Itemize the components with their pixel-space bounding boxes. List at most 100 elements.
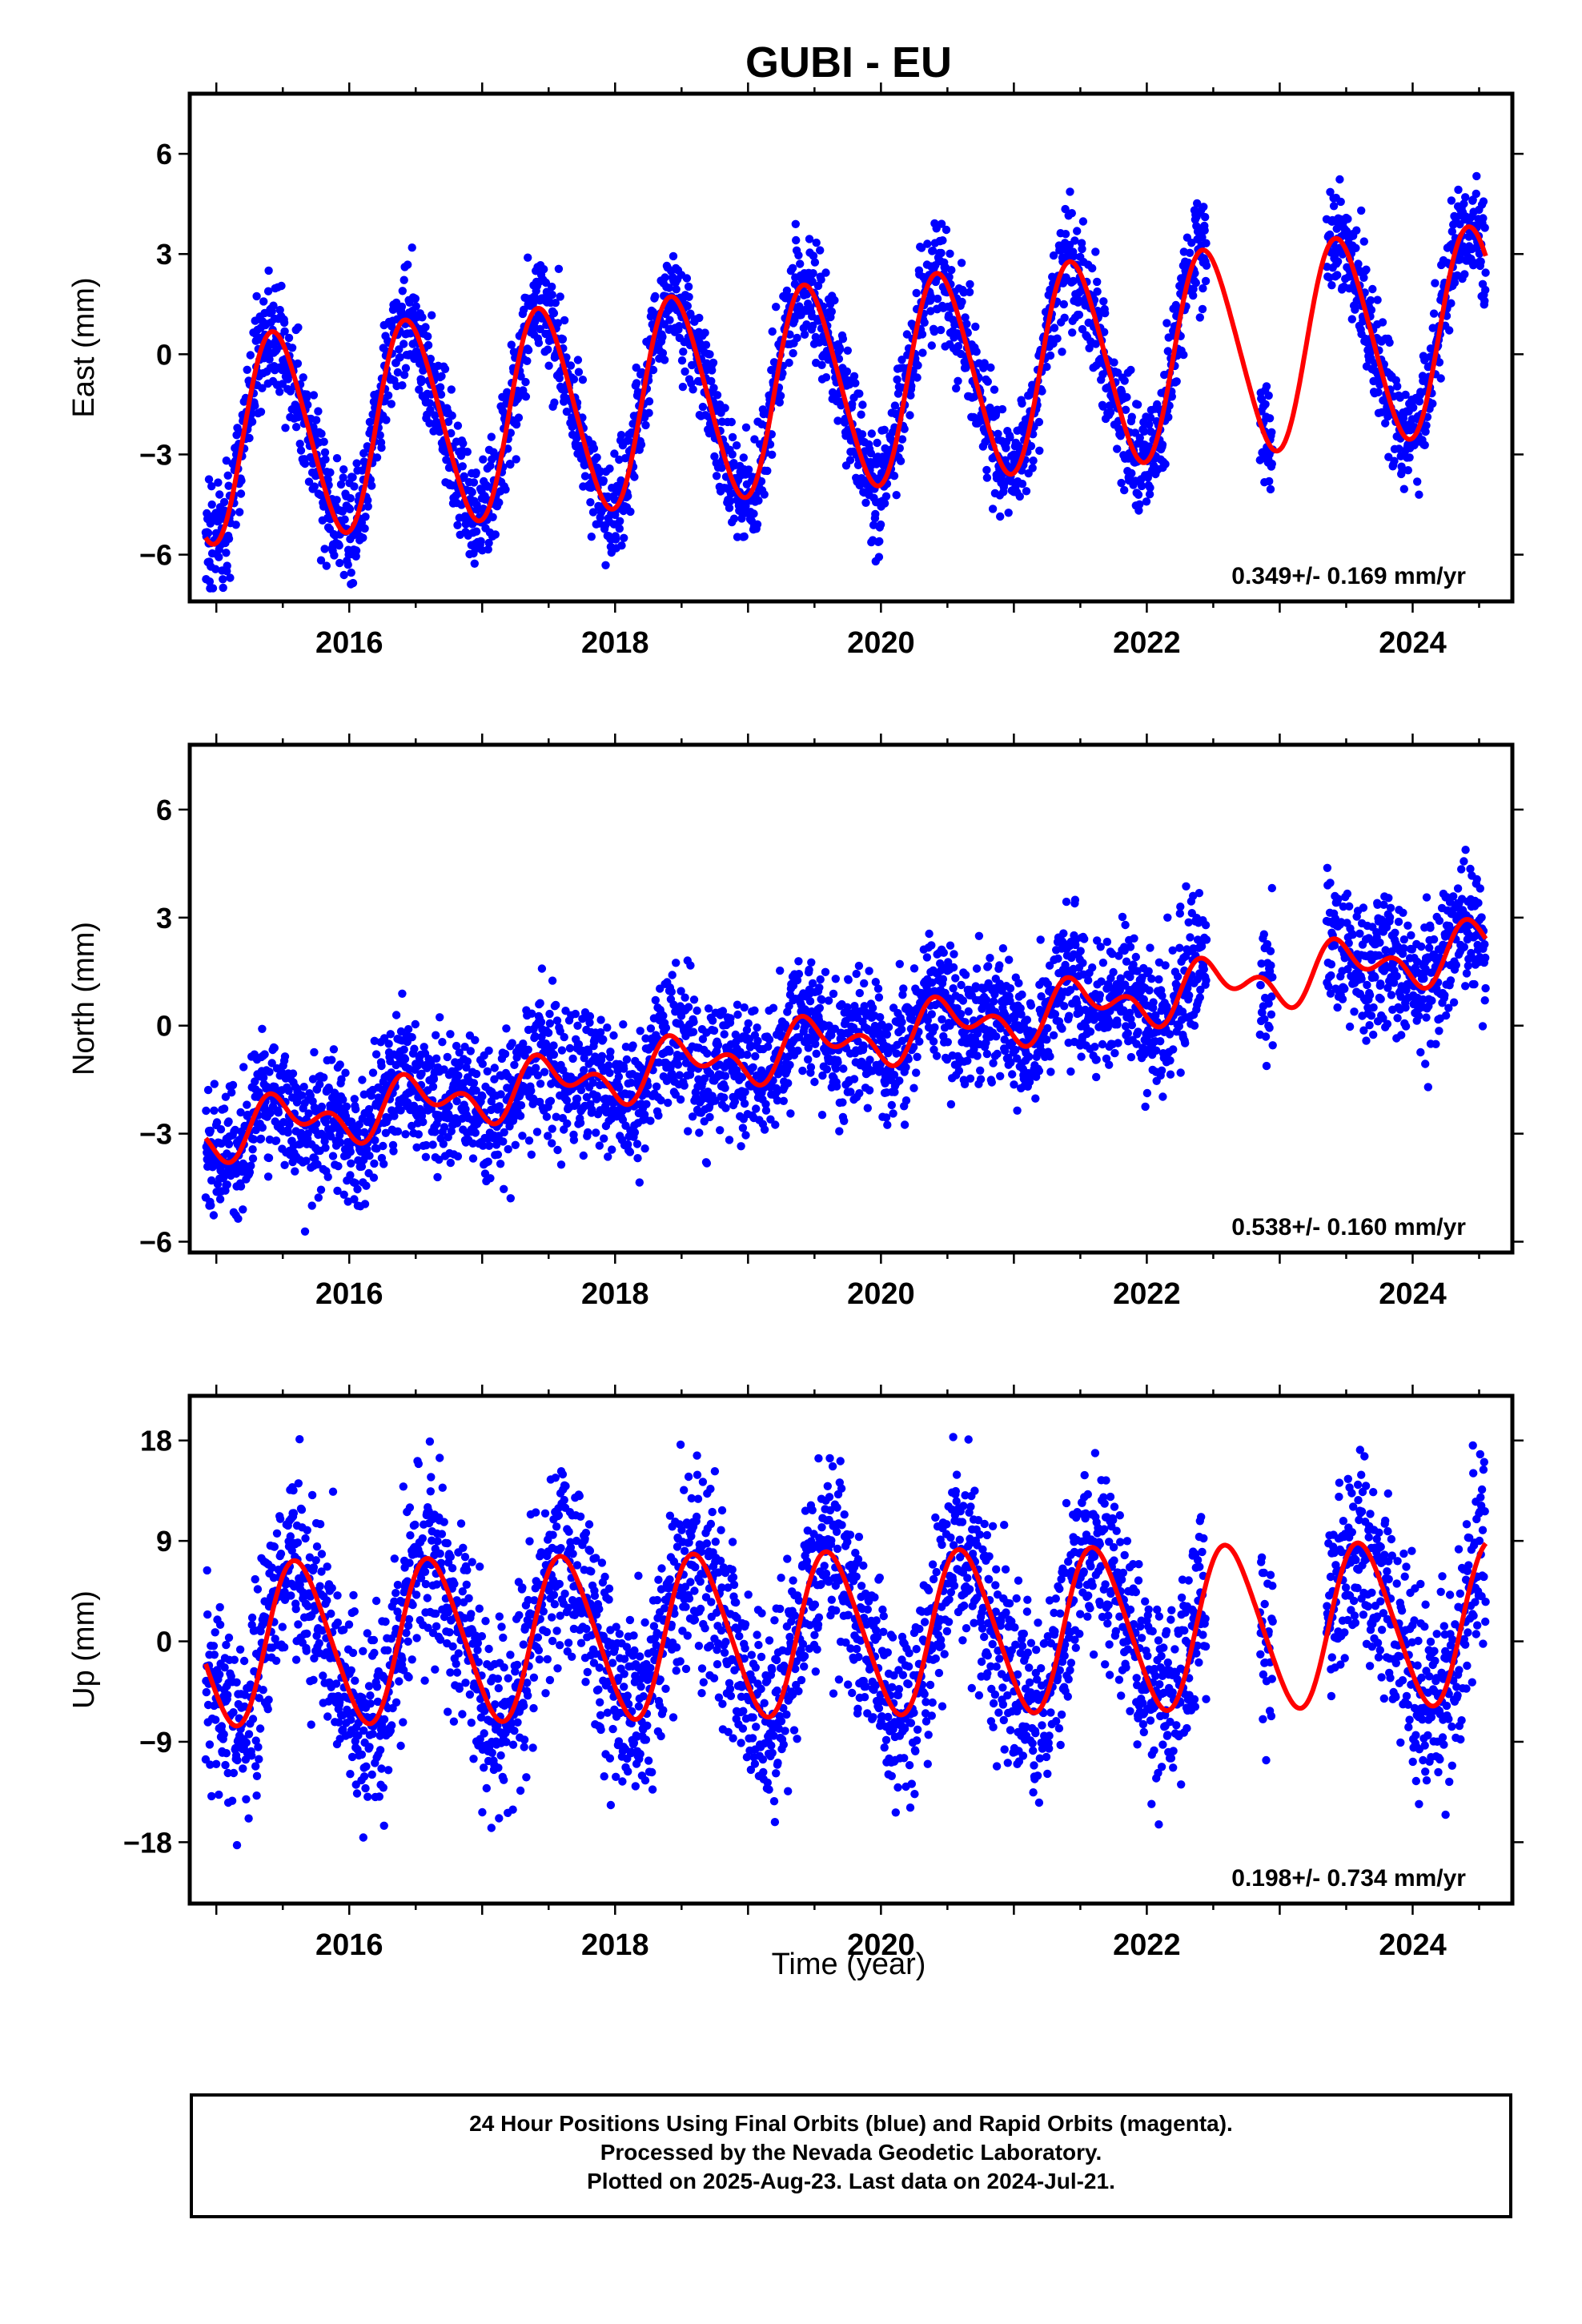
- data-point: [353, 1184, 362, 1194]
- data-point: [700, 1074, 709, 1083]
- data-point: [316, 556, 326, 565]
- data-point: [1347, 315, 1357, 324]
- data-point: [393, 1127, 403, 1136]
- data-point: [346, 494, 355, 503]
- data-point: [738, 1124, 748, 1132]
- data-point: [544, 345, 552, 354]
- data-point: [640, 1144, 649, 1153]
- data-point: [398, 381, 407, 390]
- data-point: [265, 355, 274, 364]
- data-point: [527, 1150, 536, 1160]
- data-point: [1134, 506, 1143, 515]
- data-point: [651, 995, 660, 1005]
- data-point: [600, 1134, 608, 1143]
- data-point: [224, 481, 233, 490]
- data-point: [684, 1127, 693, 1136]
- data-point: [917, 330, 927, 339]
- data-point: [263, 287, 273, 296]
- data-point: [920, 318, 929, 327]
- data-point: [901, 1096, 911, 1105]
- data-point: [572, 434, 581, 443]
- data-point: [319, 1073, 328, 1082]
- data-point: [534, 339, 544, 348]
- data-point: [256, 1134, 266, 1144]
- data-point: [794, 970, 804, 979]
- data-point: [259, 297, 268, 306]
- data-point: [544, 1132, 552, 1140]
- data-point: [1264, 391, 1273, 400]
- data-point: [785, 358, 793, 368]
- data-point: [400, 1045, 408, 1054]
- data-point: [733, 533, 742, 541]
- data-point: [822, 1065, 832, 1074]
- data-point: [459, 439, 468, 448]
- data-point: [516, 372, 525, 381]
- data-point: [636, 1027, 644, 1035]
- data-point: [453, 421, 463, 430]
- data-point: [865, 1086, 874, 1095]
- data-point: [548, 1124, 556, 1133]
- data-point: [524, 1045, 532, 1055]
- data-point: [615, 524, 624, 533]
- data-point: [428, 1140, 437, 1149]
- data-point: [484, 1046, 493, 1055]
- data-point: [420, 1043, 428, 1051]
- data-point: [890, 1088, 899, 1096]
- data-point: [371, 1136, 379, 1145]
- data-point: [651, 292, 660, 301]
- data-point: [219, 575, 227, 584]
- data-point: [749, 509, 758, 518]
- data-point: [516, 1112, 525, 1120]
- data-point: [436, 383, 445, 392]
- data-point: [1049, 251, 1058, 260]
- data-point: [843, 346, 853, 355]
- data-point: [709, 358, 718, 368]
- data-point: [328, 1152, 338, 1160]
- data-point: [840, 1116, 849, 1126]
- data-point: [1327, 281, 1336, 290]
- data-point: [1200, 226, 1209, 235]
- data-point: [219, 497, 229, 507]
- data-point: [382, 416, 391, 424]
- data-point: [824, 996, 833, 1005]
- data-point: [1202, 261, 1211, 270]
- data-point: [1367, 305, 1376, 315]
- data-point: [1074, 310, 1084, 320]
- data-point: [761, 1100, 770, 1109]
- data-point: [484, 1141, 494, 1151]
- data-point: [426, 354, 435, 364]
- data-point: [626, 507, 635, 517]
- data-point: [363, 496, 372, 505]
- data-point: [1189, 291, 1198, 300]
- data-point: [689, 1027, 698, 1036]
- data-point: [367, 481, 376, 490]
- data-point: [212, 1118, 222, 1127]
- data-point: [227, 1088, 236, 1097]
- data-point: [412, 302, 420, 311]
- data-point: [549, 308, 559, 318]
- data-point: [1022, 487, 1031, 496]
- data-point: [427, 1059, 436, 1068]
- data-point: [698, 1035, 708, 1043]
- data-point: [339, 570, 348, 580]
- data-point: [904, 1055, 913, 1063]
- data-point: [454, 1071, 463, 1080]
- data-point: [846, 1088, 855, 1096]
- data-point: [889, 472, 899, 480]
- data-point: [1018, 480, 1027, 489]
- data-point: [665, 283, 674, 292]
- data-point: [1142, 497, 1151, 506]
- data-point: [523, 356, 532, 365]
- data-point: [1405, 453, 1414, 462]
- data-point: [632, 363, 640, 372]
- data-point: [211, 565, 220, 573]
- data-point: [661, 1023, 671, 1032]
- data-point: [838, 1098, 847, 1107]
- data-point: [632, 1140, 642, 1148]
- data-point: [849, 1075, 859, 1084]
- data-point: [326, 468, 335, 477]
- data-point: [370, 1159, 379, 1168]
- data-point: [323, 1172, 332, 1181]
- data-point: [287, 344, 297, 352]
